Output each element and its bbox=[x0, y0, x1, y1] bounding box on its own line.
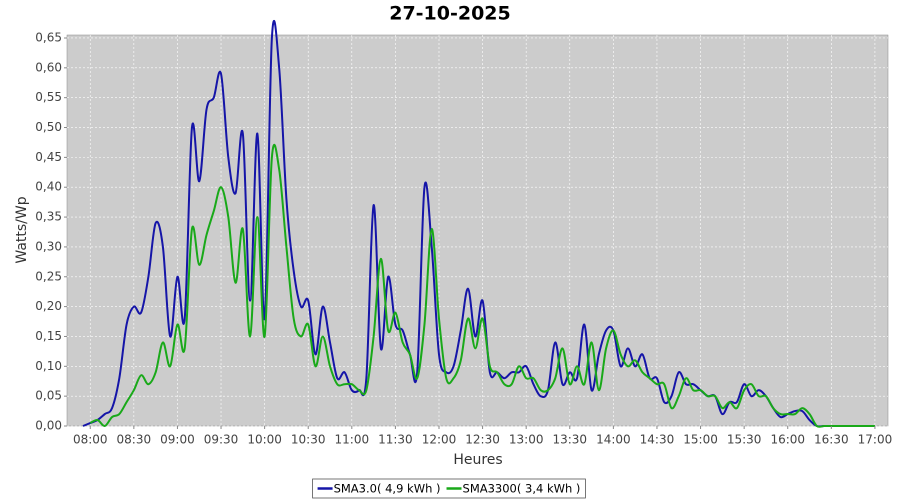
y-tick-label: 0,05 bbox=[35, 389, 62, 403]
x-tick-label: 12:30 bbox=[465, 433, 500, 447]
y-tick-label: 0,10 bbox=[35, 359, 62, 373]
x-tick-label: 08:00 bbox=[73, 433, 108, 447]
x-tick-label: 08:30 bbox=[117, 433, 152, 447]
x-tick-label: 15:00 bbox=[683, 433, 718, 447]
y-tick-label: 0,50 bbox=[35, 120, 62, 134]
x-tick-label: 14:00 bbox=[596, 433, 631, 447]
y-tick-label: 0,60 bbox=[35, 60, 62, 74]
x-tick-label: 10:30 bbox=[291, 433, 326, 447]
y-tick-label: 0,30 bbox=[35, 239, 62, 253]
x-axis-label: Heures bbox=[453, 452, 502, 468]
series-line bbox=[89, 143, 875, 428]
x-tick-label: 13:00 bbox=[509, 433, 544, 447]
y-tick-label: 0,65 bbox=[35, 30, 62, 44]
y-tick-label: 0,35 bbox=[35, 210, 62, 224]
legend-label: SMA3300( 3,4 kWh ) bbox=[463, 482, 581, 496]
grid bbox=[67, 35, 888, 427]
y-tick-label: 0,20 bbox=[35, 299, 62, 313]
x-tick-label: 16:00 bbox=[770, 433, 805, 447]
x-tick-label: 10:00 bbox=[247, 433, 282, 447]
x-tick-label: 15:30 bbox=[727, 433, 762, 447]
y-tick-label: 0,00 bbox=[35, 419, 62, 433]
x-tick-label: 14:30 bbox=[640, 433, 675, 447]
x-tick-label: 11:00 bbox=[335, 433, 370, 447]
x-tick-label: 12:00 bbox=[422, 433, 457, 447]
y-tick-label: 0,55 bbox=[35, 90, 62, 104]
y-tick-label: 0,15 bbox=[35, 329, 62, 343]
y-tick-label: 0,25 bbox=[35, 269, 62, 283]
y-axis-label: Watts/Wp bbox=[14, 196, 30, 263]
x-tick-label: 09:30 bbox=[204, 433, 239, 447]
lines bbox=[82, 19, 875, 428]
x-tick-label: 09:00 bbox=[160, 433, 195, 447]
chart-title: 27-10-2025 bbox=[389, 3, 511, 25]
plot-area bbox=[66, 34, 889, 427]
series-line bbox=[82, 19, 861, 428]
legend: SMA3.0( 4,9 kWh ) SMA3300( 3,4 kWh ) bbox=[312, 478, 586, 499]
x-tick-label: 13:30 bbox=[552, 433, 587, 447]
y-tick-label: 0,45 bbox=[35, 150, 62, 164]
x-tick-label: 16:30 bbox=[814, 433, 849, 447]
x-tick-label: 11:30 bbox=[378, 433, 413, 447]
x-tick-label: 17:00 bbox=[858, 433, 893, 447]
y-tick-label: 0,40 bbox=[35, 180, 62, 194]
legend-label: SMA3.0( 4,9 kWh ) bbox=[334, 482, 441, 496]
